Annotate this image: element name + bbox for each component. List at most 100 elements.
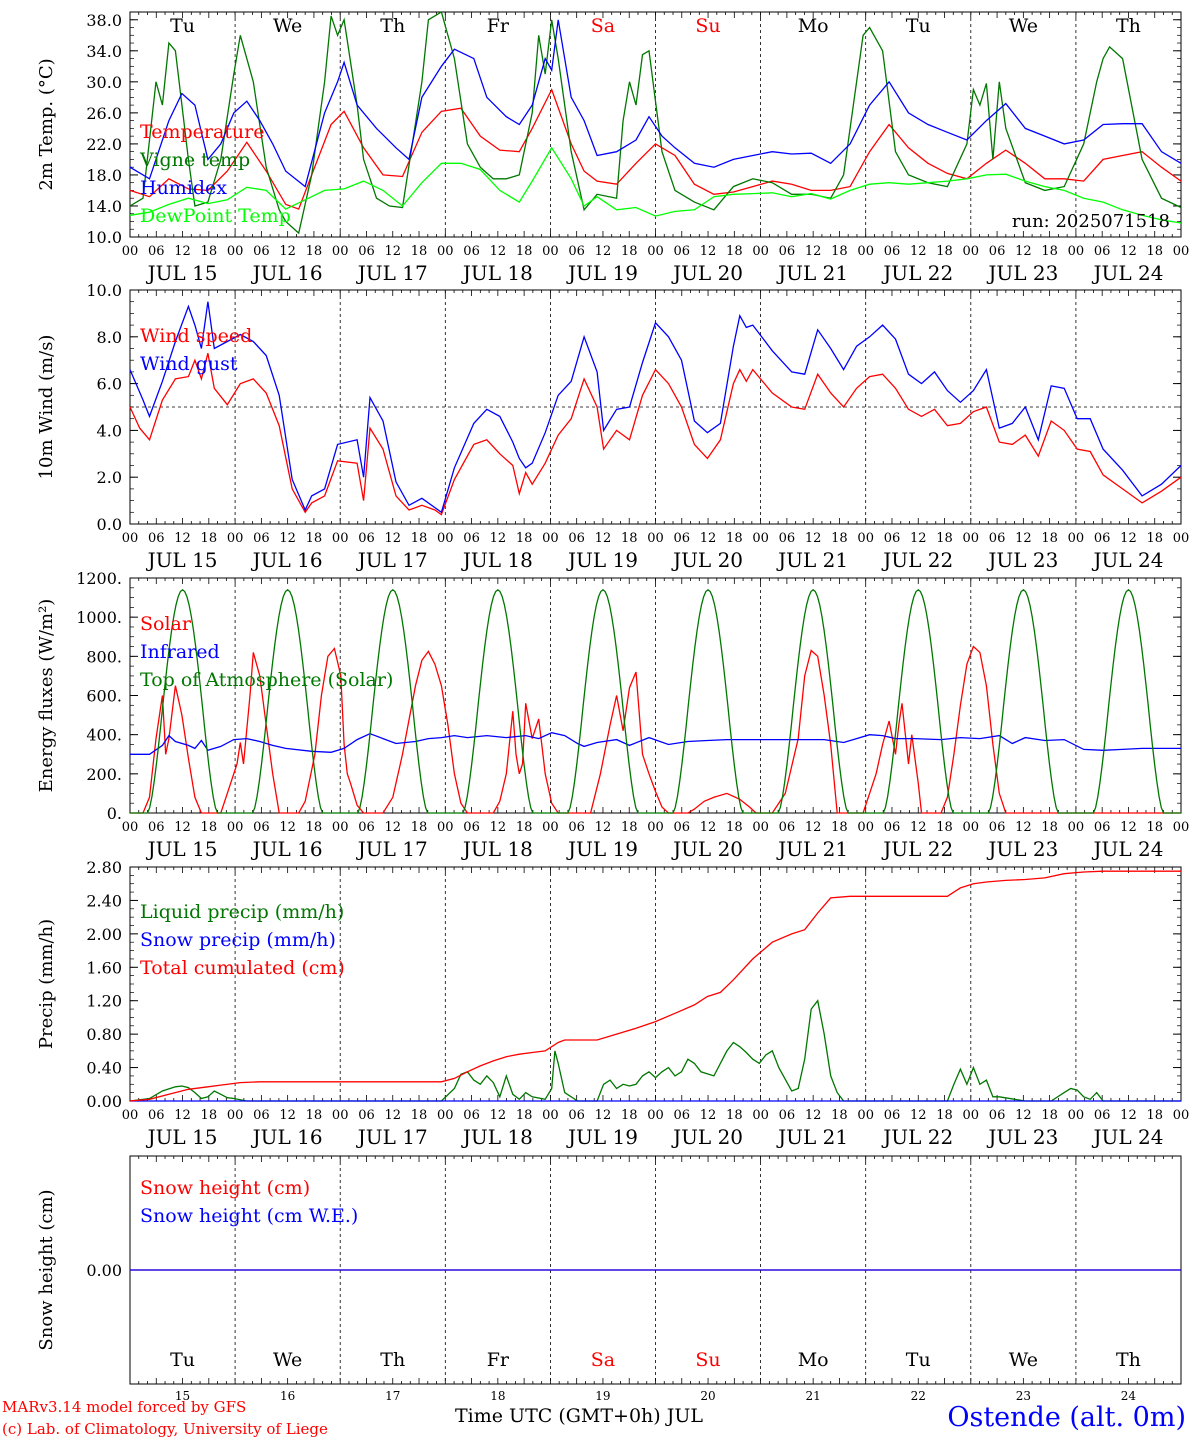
- hour-tick-label: 18: [1146, 244, 1163, 259]
- panel-4: 0.00 0.40 0.80 1.20 1.60 2.00 2.40 2.80 Precip (…: [36, 858, 1189, 1149]
- hour-tick-label: 18: [1041, 531, 1058, 546]
- hour-tick-label: 18: [201, 531, 218, 546]
- hour-tick-label: 12: [1120, 1108, 1137, 1123]
- hour-tick-label: 18: [936, 531, 953, 546]
- legend-top-of-atmosphere-solar: Top of Atmosphere (Solar): [140, 669, 393, 691]
- date-label: JUL 16: [251, 548, 323, 572]
- day-name-th: Th: [380, 1349, 405, 1371]
- hour-tick-label: 12: [384, 531, 401, 546]
- date-label: JUL 21: [776, 1125, 848, 1149]
- day-name-tu: Tu: [170, 15, 195, 37]
- hour-tick-label: 00: [542, 244, 559, 259]
- hour-tick-label: 00: [1173, 1108, 1190, 1123]
- hour-tick-label: 18: [621, 1108, 638, 1123]
- date-label: JUL 23: [986, 261, 1058, 285]
- day-name-we: We: [273, 15, 302, 37]
- y-tick-label: 18.0: [86, 166, 122, 185]
- date-label: JUL 24: [1091, 261, 1163, 285]
- hour-tick-label: 12: [384, 820, 401, 835]
- hour-tick-label: 06: [989, 531, 1006, 546]
- legend-solar: Solar: [140, 613, 192, 635]
- date-label: JUL 20: [671, 261, 743, 285]
- hour-tick-label: 18: [411, 820, 428, 835]
- date-label: JUL 16: [251, 1125, 323, 1149]
- y-tick-label: 10.0: [86, 281, 122, 300]
- hour-tick-label: 06: [463, 820, 480, 835]
- hour-tick-label: 00: [542, 820, 559, 835]
- date-label: JUL 16: [251, 837, 323, 861]
- hour-tick-label: 18: [726, 531, 743, 546]
- y-tick-label: 30.0: [86, 73, 122, 92]
- hour-tick-label: 00: [1173, 244, 1190, 259]
- hour-tick-label: 06: [568, 820, 585, 835]
- hour-tick-label: 00: [963, 1108, 980, 1123]
- date-label: JUL 17: [356, 837, 428, 861]
- date-label: JUL 20: [671, 1125, 743, 1149]
- y-tick-label: 600.: [86, 687, 122, 706]
- run-annotation: run: 2025071518: [1012, 211, 1170, 232]
- hour-tick-label: 12: [595, 244, 612, 259]
- date-label: JUL 24: [1091, 1125, 1163, 1149]
- day-name-su: Su: [695, 1349, 720, 1371]
- hour-tick-label: 06: [1094, 1108, 1111, 1123]
- date-label: JUL 21: [776, 261, 848, 285]
- legend-dewpoint-temp: DewPoint Temp: [140, 205, 291, 227]
- series-wind-gust-line: [129, 301, 1182, 514]
- hour-tick-label: 12: [279, 1108, 296, 1123]
- y-tick-label: 0.00: [86, 1092, 122, 1111]
- hour-tick-label: 06: [989, 244, 1006, 259]
- day-name-th: Th: [380, 15, 405, 37]
- hour-tick-label: 00: [332, 244, 349, 259]
- day-name-we: We: [1009, 1349, 1038, 1371]
- hour-tick-label: 06: [779, 244, 796, 259]
- hour-tick-label: 00: [963, 244, 980, 259]
- day-number-label: 18: [490, 1389, 505, 1403]
- day-number-label: 19: [595, 1389, 610, 1403]
- legend-snow-precip-mm-h: Snow precip (mm/h): [140, 929, 336, 951]
- hour-tick-label: 18: [516, 244, 533, 259]
- hour-tick-label: 18: [726, 244, 743, 259]
- hour-tick-label: 12: [174, 244, 191, 259]
- y-tick-label: 1.60: [86, 958, 122, 977]
- day-name-we: We: [1009, 15, 1038, 37]
- day-number-label: 17: [385, 1389, 400, 1403]
- hour-tick-label: 12: [490, 820, 507, 835]
- date-label: JUL 18: [461, 1125, 533, 1149]
- hour-tick-label: 00: [647, 531, 664, 546]
- hour-tick-label: 00: [752, 244, 769, 259]
- hour-tick-label: 06: [253, 531, 270, 546]
- hour-tick-label: 00: [122, 531, 139, 546]
- day-number-label: 23: [1016, 1389, 1031, 1403]
- hour-tick-label: 18: [1041, 1108, 1058, 1123]
- y-tick-label: 2.80: [86, 858, 122, 877]
- hour-tick-label: 06: [253, 1108, 270, 1123]
- hour-tick-label: 06: [253, 820, 270, 835]
- series-wind-speed-line: [129, 353, 1182, 516]
- hour-tick-label: 06: [884, 531, 901, 546]
- day-name-mo: Mo: [798, 15, 829, 37]
- hour-tick-label: 12: [279, 244, 296, 259]
- hour-tick-label: 06: [989, 1108, 1006, 1123]
- hour-tick-label: 12: [1120, 820, 1137, 835]
- hour-tick-label: 18: [1146, 1108, 1163, 1123]
- hour-tick-label: 12: [1015, 531, 1032, 546]
- series-humidex-line: [129, 19, 1182, 188]
- legend-snow-height-cm: Snow height (cm): [140, 1177, 310, 1199]
- day-name-tu: Tu: [906, 15, 931, 37]
- date-label: JUL 22: [881, 261, 953, 285]
- hour-tick-label: 06: [358, 1108, 375, 1123]
- y-tick-label: 1200.: [76, 569, 122, 588]
- hour-tick-label: 00: [752, 531, 769, 546]
- y-tick-label: 0.80: [86, 1025, 122, 1044]
- hour-tick-label: 12: [279, 820, 296, 835]
- hour-tick-label: 06: [884, 820, 901, 835]
- y-axis-label: 2m Temp. (°C): [36, 58, 57, 190]
- hour-tick-label: 00: [227, 244, 244, 259]
- hour-tick-label: 18: [936, 1108, 953, 1123]
- y-tick-label: 0.40: [86, 1059, 122, 1078]
- hour-tick-label: 12: [910, 244, 927, 259]
- series-temperature-line: [129, 87, 1182, 210]
- date-label: JUL 19: [566, 261, 638, 285]
- hour-tick-label: 00: [1068, 820, 1085, 835]
